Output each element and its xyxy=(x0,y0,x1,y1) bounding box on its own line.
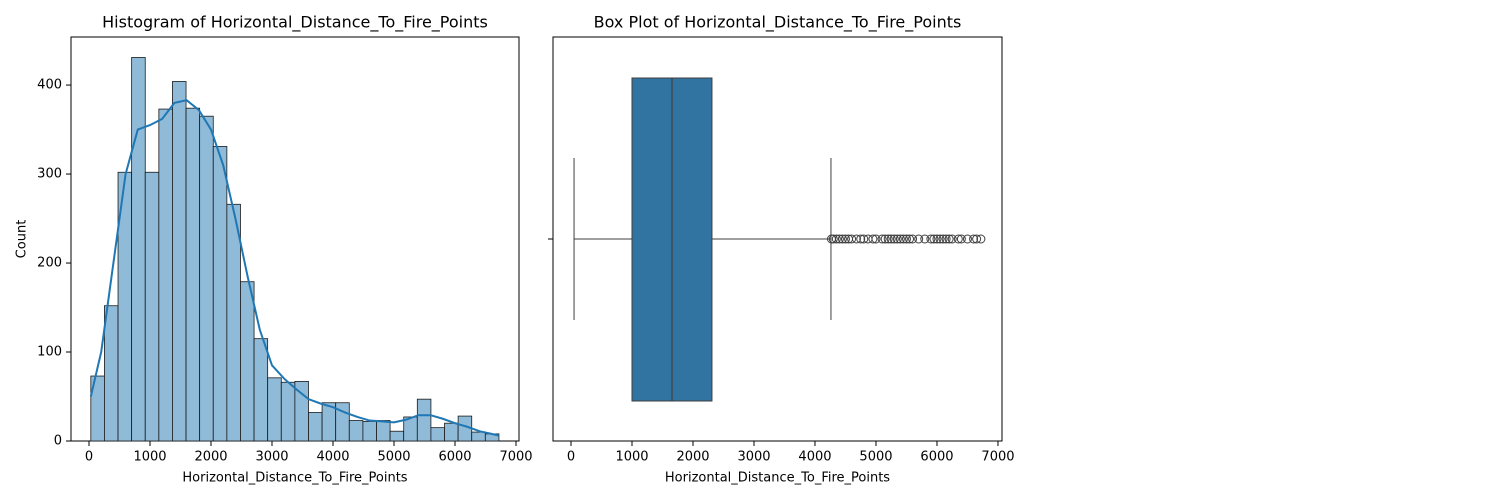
outlier xyxy=(953,234,963,244)
x-tick-label: 0 xyxy=(85,450,93,465)
bar xyxy=(158,108,173,442)
bar xyxy=(416,398,432,442)
y-tick-label: 0 xyxy=(54,434,62,449)
bar xyxy=(104,305,119,442)
bar xyxy=(240,281,255,442)
outlier xyxy=(871,234,881,244)
x-axis-label: Horizontal_Distance_To_Fire_Points xyxy=(665,471,890,486)
x-tick-label: 5000 xyxy=(859,450,892,465)
bar xyxy=(362,421,377,442)
outlier xyxy=(935,234,945,244)
chart-title: Histogram of Horizontal_Distance_To_Fire… xyxy=(102,13,488,33)
outlier xyxy=(976,234,986,244)
outlier xyxy=(914,234,924,244)
outlier xyxy=(920,234,930,244)
bar xyxy=(226,203,241,442)
x-tick-label: 7000 xyxy=(981,450,1014,465)
bar xyxy=(444,422,459,442)
bar xyxy=(389,430,405,442)
x-axis-label: Horizontal_Distance_To_Fire_Points xyxy=(182,471,407,486)
outlier xyxy=(962,234,972,244)
outlier xyxy=(944,234,954,244)
y-tick-label: 100 xyxy=(37,345,62,360)
outlier xyxy=(868,234,878,244)
y-tick-label: 300 xyxy=(37,167,62,182)
x-tick-label: 4000 xyxy=(316,450,349,465)
x-tick-label: 1000 xyxy=(615,450,648,465)
x-tick-label: 6000 xyxy=(920,450,953,465)
outlier xyxy=(898,234,908,244)
y-tick-label: 200 xyxy=(37,256,62,271)
outlier xyxy=(880,234,890,244)
outlier xyxy=(886,234,896,244)
outlier xyxy=(972,234,982,244)
outlier xyxy=(877,234,887,244)
x-tick-label: 0 xyxy=(567,450,575,465)
outlier xyxy=(969,234,979,244)
outlier xyxy=(947,234,957,244)
outlier xyxy=(895,234,905,244)
outlier xyxy=(856,234,866,244)
outlier xyxy=(889,234,899,244)
outlier xyxy=(932,234,942,244)
outlier xyxy=(908,234,918,244)
bar xyxy=(185,107,201,442)
bar xyxy=(471,431,486,442)
outlier xyxy=(883,234,893,244)
bar xyxy=(348,420,364,442)
outlier xyxy=(956,234,966,244)
x-tick-label: 5000 xyxy=(377,450,410,465)
outlier xyxy=(831,234,841,244)
bar xyxy=(199,115,214,442)
outlier xyxy=(834,234,844,244)
x-tick-label: 1000 xyxy=(133,450,166,465)
bar xyxy=(376,420,391,442)
outlier xyxy=(926,234,936,244)
outlier xyxy=(901,234,911,244)
outlier xyxy=(941,234,951,244)
outlier xyxy=(847,234,857,244)
bar xyxy=(308,412,323,442)
outlier xyxy=(851,234,861,244)
outlier xyxy=(859,234,869,244)
bar xyxy=(131,57,146,442)
bar xyxy=(267,377,282,442)
x-tick-label: 3000 xyxy=(737,450,770,465)
bar xyxy=(212,146,228,442)
x-tick-label: 7000 xyxy=(499,450,532,465)
outlier xyxy=(828,234,838,244)
outlier xyxy=(892,234,902,244)
outlier xyxy=(840,234,850,244)
bar xyxy=(430,427,445,442)
bar xyxy=(253,338,269,442)
y-tick-label: 400 xyxy=(37,78,62,93)
outlier xyxy=(929,234,939,244)
kde-line xyxy=(89,99,500,437)
outlier xyxy=(938,234,948,244)
x-tick-label: 3000 xyxy=(255,450,288,465)
outlier xyxy=(905,234,915,244)
chart-title: Box Plot of Horizontal_Distance_To_Fire_… xyxy=(594,13,962,33)
bar xyxy=(172,81,187,442)
x-tick-label: 6000 xyxy=(438,450,471,465)
outlier xyxy=(837,234,847,244)
x-tick-label: 2000 xyxy=(676,450,709,465)
x-tick-label: 4000 xyxy=(798,450,831,465)
y-axis-label: Count xyxy=(15,220,30,259)
x-tick-label: 2000 xyxy=(194,450,227,465)
bar xyxy=(280,381,296,442)
bar xyxy=(144,171,160,442)
